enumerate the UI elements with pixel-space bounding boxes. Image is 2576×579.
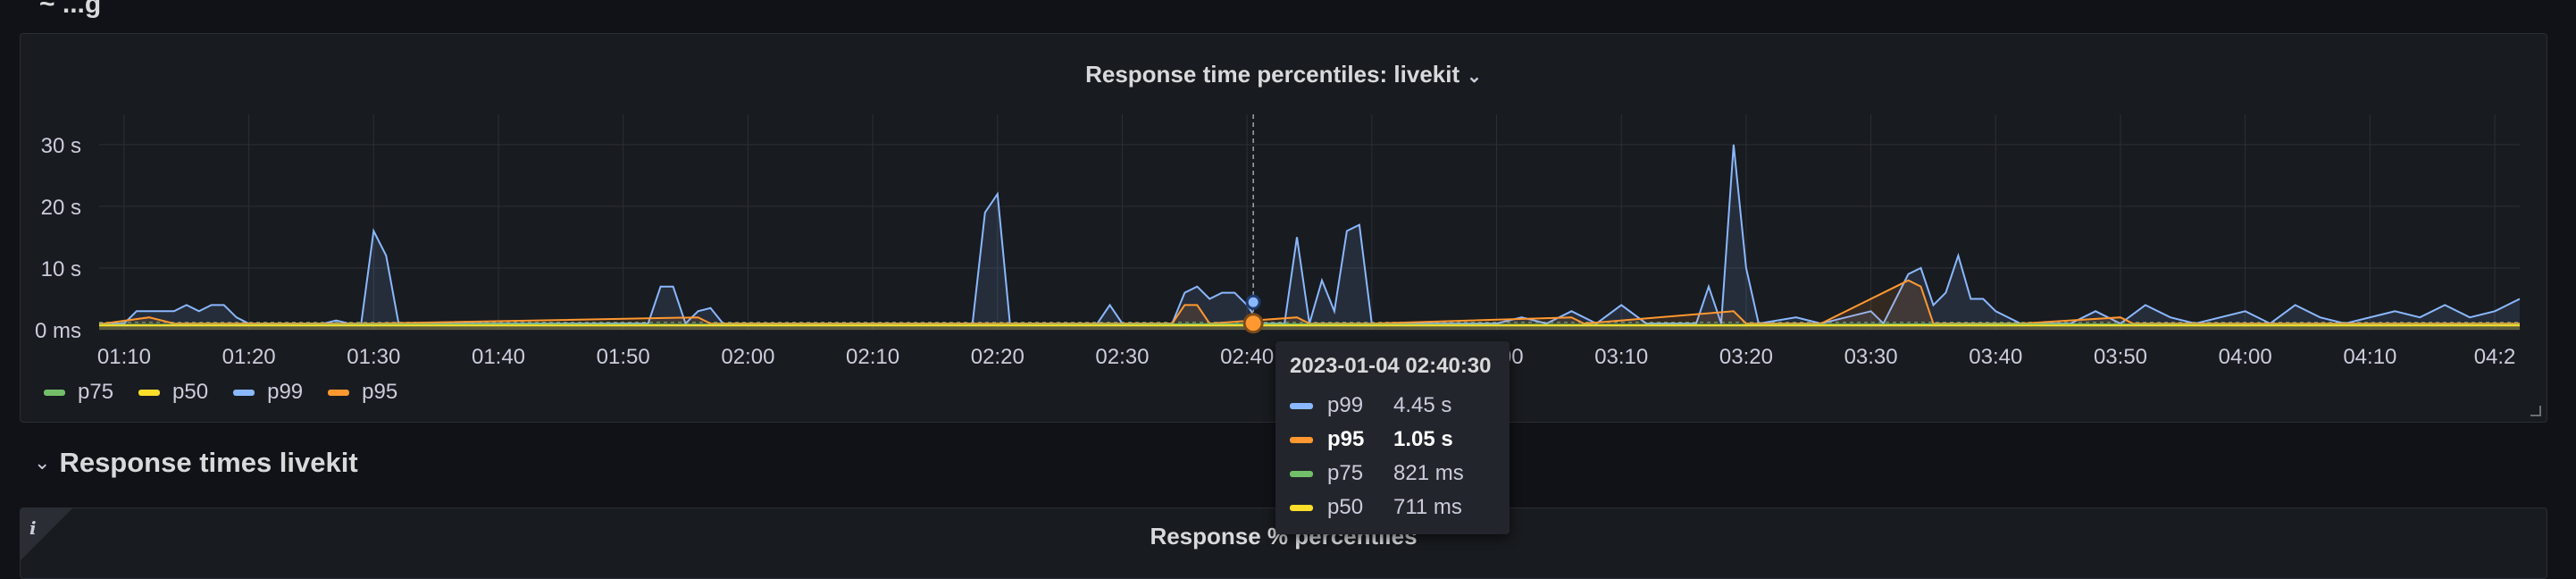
legend-item-p50[interactable]: p50 bbox=[138, 380, 208, 405]
panel-title[interactable]: Response time percentiles: livekit ⌄ bbox=[21, 61, 2547, 88]
tooltip-swatch bbox=[1290, 470, 1313, 477]
legend-swatch bbox=[233, 389, 255, 396]
legend-item-p99[interactable]: p99 bbox=[233, 380, 303, 405]
panel-corner-marker bbox=[21, 508, 72, 560]
series-area-p95 bbox=[99, 280, 2520, 330]
x-tick-label: 02:30 bbox=[1095, 345, 1149, 369]
y-tick-label: 10 s bbox=[41, 257, 81, 281]
x-tick-label: 04:10 bbox=[2343, 345, 2396, 369]
x-tick-label: 04:2 bbox=[2474, 345, 2516, 369]
series-line-p99 bbox=[99, 144, 2521, 325]
legend-label: p75 bbox=[78, 380, 114, 404]
chart-legend: p75 p50 p99 p95 bbox=[44, 379, 422, 406]
row-header-response-times[interactable]: ⌄ Response times livekit bbox=[34, 447, 358, 479]
x-tick-label: 02:40 bbox=[1220, 345, 1274, 369]
collapsed-row-header[interactable]: ~ ...g bbox=[0, 0, 2576, 19]
x-tick-label: 01:50 bbox=[597, 345, 650, 369]
tooltip-timestamp: 2023-01-04 02:40:30 bbox=[1290, 354, 1492, 378]
tooltip-row-p50: p50 711 ms bbox=[1290, 493, 1462, 522]
x-tick-label: 01:20 bbox=[222, 345, 276, 369]
legend-swatch bbox=[328, 389, 350, 396]
resize-handle-icon[interactable] bbox=[2530, 406, 2541, 416]
tooltip-swatch bbox=[1290, 402, 1313, 409]
tooltip-series-value: 821 ms bbox=[1393, 461, 1464, 485]
tooltip-row-p99: p99 4.45 s bbox=[1290, 391, 1451, 420]
x-tick-label: 01:10 bbox=[97, 345, 151, 369]
x-tick-label: 04:00 bbox=[2219, 345, 2272, 369]
tooltip-swatch bbox=[1290, 504, 1313, 511]
tooltip-series-name: p50 bbox=[1327, 495, 1364, 519]
tooltip-series-value: 1.05 s bbox=[1393, 427, 1453, 451]
y-tick-label: 20 s bbox=[41, 196, 81, 220]
x-tick-label: 02:20 bbox=[971, 345, 1025, 369]
x-tick-label: 03:50 bbox=[2094, 345, 2147, 369]
hover-point-p99 bbox=[1245, 294, 1261, 310]
legend-item-p75[interactable]: p75 bbox=[44, 380, 113, 405]
legend-label: p99 bbox=[267, 380, 304, 404]
tooltip-swatch bbox=[1290, 436, 1313, 443]
legend-swatch bbox=[44, 389, 65, 396]
tooltip-series-name: p95 bbox=[1327, 427, 1365, 451]
x-tick-label: 02:00 bbox=[721, 345, 774, 369]
x-tick-label: 01:40 bbox=[472, 345, 525, 369]
x-tick-label: 03:10 bbox=[1594, 345, 1648, 369]
grid bbox=[99, 114, 2520, 331]
row-title-partial: ~ ...g bbox=[39, 0, 102, 19]
x-tick-label: 03:40 bbox=[1969, 345, 2022, 369]
tooltip-series-value: 711 ms bbox=[1393, 495, 1462, 519]
tooltip-row-p95: p95 1.05 s bbox=[1290, 425, 1453, 454]
legend-item-p95[interactable]: p95 bbox=[328, 380, 397, 405]
chevron-down-icon[interactable]: ⌄ bbox=[1467, 66, 1482, 87]
hover-point-p95 bbox=[1242, 313, 1264, 334]
legend-swatch bbox=[138, 389, 161, 396]
x-tick-label: 03:30 bbox=[1844, 345, 1898, 369]
tooltip-series-value: 4.45 s bbox=[1393, 393, 1452, 417]
x-tick-label: 02:10 bbox=[846, 345, 899, 369]
y-tick-label: 0 ms bbox=[35, 319, 81, 343]
chart-tooltip: 2023-01-04 02:40:30 p99 4.45 s p95 1.05 s p7… bbox=[1275, 341, 1510, 534]
tooltip-row-p75: p75 821 ms bbox=[1290, 459, 1464, 488]
legend-label: p50 bbox=[172, 380, 209, 404]
x-tick-label: 01:30 bbox=[347, 345, 400, 369]
legend-label: p95 bbox=[362, 380, 398, 404]
series-area-p99 bbox=[99, 144, 2520, 330]
x-tick-label: 03:20 bbox=[1719, 345, 1773, 369]
y-tick-label: 30 s bbox=[41, 134, 81, 158]
info-icon[interactable]: i bbox=[29, 517, 37, 539]
tooltip-series-name: p99 bbox=[1327, 393, 1364, 417]
chevron-down-icon[interactable]: ⌄ bbox=[34, 451, 51, 474]
tooltip-series-name: p75 bbox=[1327, 461, 1364, 485]
line-chart[interactable]: 0 ms 10 s 20 s 30 s 01:10 01:20 01:30 01:40 01:5… bbox=[21, 34, 2548, 424]
panel-title-text: Response time percentiles: livekit bbox=[1085, 61, 1460, 88]
series-area-p50 bbox=[99, 325, 2520, 330]
row-title: Response times livekit bbox=[59, 447, 358, 478]
